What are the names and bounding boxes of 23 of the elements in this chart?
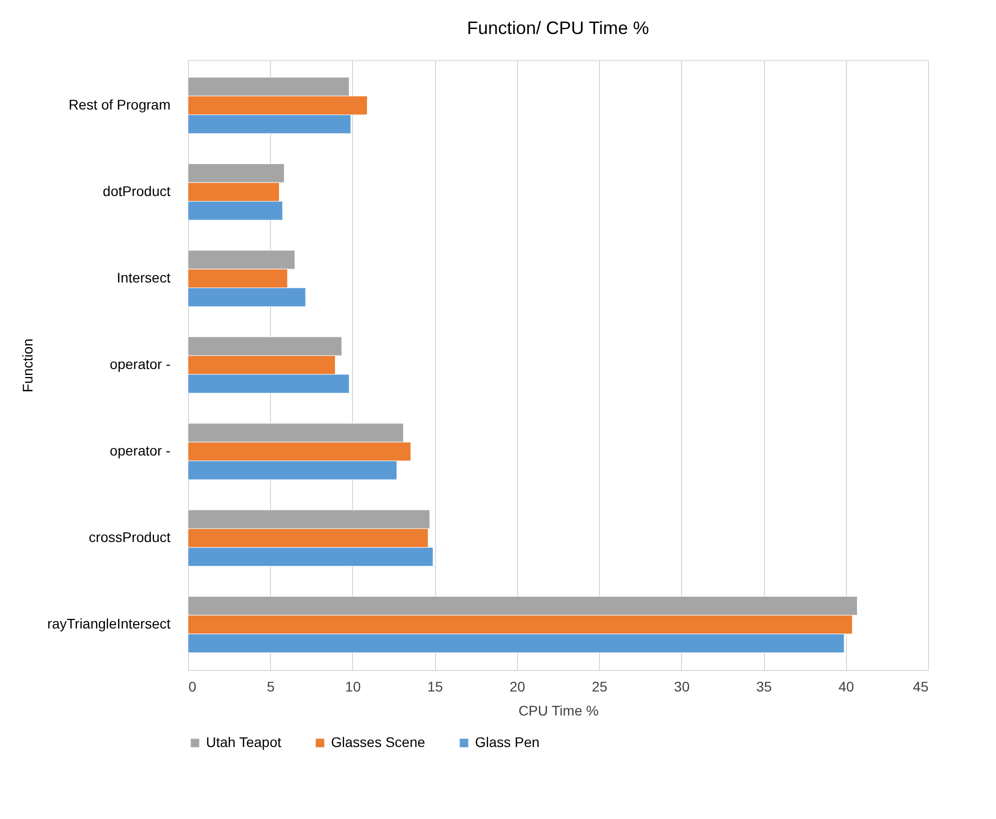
y-tick-label: crossProduct [88, 529, 171, 546]
legend-label: Glasses Scene [331, 734, 426, 750]
x-axis-title: CPU Time % [518, 702, 599, 718]
y-tick-label: operator - [110, 356, 171, 372]
x-tick-label: 20 [510, 678, 526, 694]
y-tick-label: Intersect [116, 269, 171, 286]
y-tick-label: Rest of Program [68, 96, 170, 112]
x-tick-label: 15 [427, 678, 444, 694]
x-tick-label: 0 [188, 678, 196, 694]
legend-label: Utah Teapot [206, 734, 282, 750]
y-tick-label: dotProduct [102, 182, 171, 199]
y-tick-label: operator - [110, 442, 171, 459]
y-tick-label: rayTriangleIntersect [47, 616, 171, 632]
legend-label: Glass Pen [475, 734, 540, 750]
x-tick-label: 30 [674, 678, 690, 694]
y-axis-title: Function [19, 338, 36, 392]
x-tick-label: 10 [345, 678, 361, 694]
x-tick-label: 25 [592, 678, 608, 694]
x-tick-label: 5 [266, 678, 275, 694]
chart-title: Function/ CPU Time % [466, 18, 650, 38]
x-tick-label: 35 [756, 678, 772, 694]
x-tick-label: 45 [912, 678, 929, 694]
x-tick-label: 40 [838, 678, 854, 694]
